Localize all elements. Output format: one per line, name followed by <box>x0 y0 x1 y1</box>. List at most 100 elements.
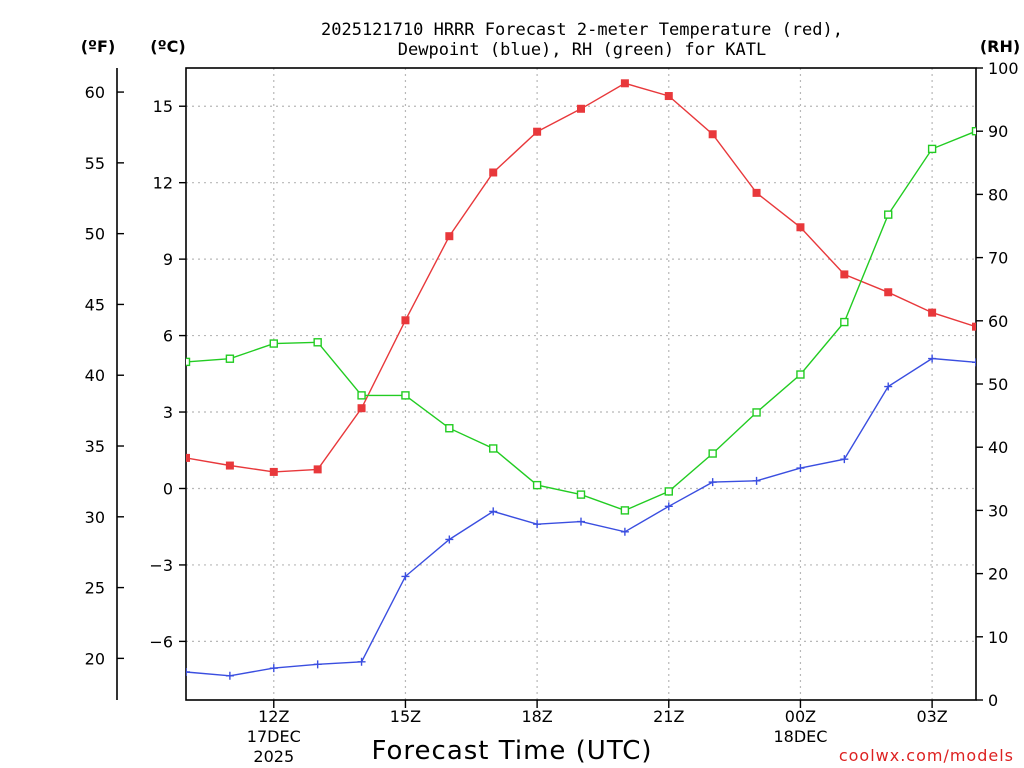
rh-tick-label: 90 <box>988 122 1008 141</box>
temperature-point <box>884 288 893 297</box>
fahrenheit-tick-label: 50 <box>85 225 105 244</box>
rh-point <box>532 480 542 490</box>
data-series <box>186 79 976 680</box>
rh-point <box>186 357 191 367</box>
rh-tick-label: 100 <box>988 59 1019 78</box>
chart-title-line2: Dewpoint (blue), RH (green) for KATL <box>398 40 766 60</box>
temperature-point <box>664 92 673 101</box>
fahrenheit-tick-label: 40 <box>85 366 105 385</box>
dewpoint-point <box>708 478 717 487</box>
celsius-tick-label: 15 <box>153 97 173 116</box>
dewpoint-point <box>225 671 234 680</box>
celsius-tick-label: −6 <box>149 632 173 651</box>
rh-tick-label: 30 <box>988 501 1008 520</box>
dewpoint-point <box>664 502 673 511</box>
rh-unit-label: (RH) <box>980 37 1020 56</box>
temperature-point <box>357 404 366 413</box>
dewpoint-point <box>840 455 849 464</box>
rh-line <box>186 130 976 512</box>
dewpoint-point <box>752 476 761 485</box>
x-tick-label: 21Z <box>653 707 684 726</box>
rh-tick-label: 50 <box>988 375 1008 394</box>
celsius-tick-label: 3 <box>163 403 173 422</box>
dewpoint-point <box>796 464 805 473</box>
series-dewpoint <box>186 354 976 680</box>
temperature-line <box>186 82 976 473</box>
rh-tick-label: 10 <box>988 628 1008 647</box>
rh-tick-label: 20 <box>988 565 1008 584</box>
fahrenheit-tick-label: 20 <box>85 649 105 668</box>
credit-text: coolwx.com/models <box>839 746 1014 765</box>
chart-title-line1: 2025121710 HRRR Forecast 2-meter Tempera… <box>321 20 843 40</box>
rh-point <box>576 490 586 499</box>
rh-point <box>884 210 893 219</box>
temperature-point <box>225 461 234 470</box>
rh-point <box>357 391 366 400</box>
series-temperature <box>186 79 976 476</box>
rh-point <box>971 126 976 136</box>
celsius-tick-label: 0 <box>163 479 173 498</box>
temperature-point <box>928 308 937 317</box>
rh-point <box>664 487 673 496</box>
temperature-point <box>186 453 190 462</box>
tick-labels: 15129630−3−66055504540353025201009080706… <box>85 59 1019 766</box>
rh-point <box>445 424 454 433</box>
dewpoint-point <box>533 520 542 529</box>
rh-point <box>620 506 630 515</box>
x-date-label: 17DEC <box>247 727 301 746</box>
temperature-point <box>796 223 805 232</box>
rh-point <box>796 370 805 379</box>
gridlines <box>186 68 976 700</box>
temperature-point <box>269 467 278 476</box>
temperature-point <box>445 232 454 241</box>
dewpoint-point <box>577 517 585 526</box>
dewpoint-point <box>186 667 190 676</box>
temperature-point <box>313 465 322 474</box>
dewpoint-point <box>972 358 976 367</box>
rh-point <box>401 391 410 400</box>
fahrenheit-tick-label: 45 <box>85 295 105 314</box>
rh-point <box>313 338 322 347</box>
dewpoint-point <box>884 382 893 391</box>
x-tick-label: 18Z <box>521 707 552 726</box>
rh-point <box>269 339 278 348</box>
fahrenheit-tick-label: 60 <box>85 83 105 102</box>
temperature-point <box>708 130 717 139</box>
rh-point <box>489 444 498 453</box>
dewpoint-point <box>269 664 278 673</box>
celsius-tick-label: 12 <box>153 174 173 193</box>
rh-point <box>840 317 849 327</box>
fahrenheit-tick-label: 55 <box>85 154 105 173</box>
rh-point <box>708 449 717 458</box>
temperature-point <box>972 322 976 331</box>
plot-frame <box>185 67 977 701</box>
celsius-tick-label: 6 <box>163 327 173 346</box>
x-axis-label: Forecast Time (UTC) <box>371 736 652 766</box>
rh-tick-label: 70 <box>988 249 1008 268</box>
dewpoint-point <box>401 572 410 581</box>
rh-point <box>927 144 937 154</box>
dewpoint-point <box>313 660 322 669</box>
x-date-label: 18DEC <box>773 727 827 746</box>
axes <box>116 67 983 708</box>
temperature-point <box>533 127 542 136</box>
fahrenheit-unit-label: (ºF) <box>81 37 116 56</box>
x-tick-label: 12Z <box>258 707 289 726</box>
temperature-point <box>840 270 849 279</box>
temperature-point <box>752 188 761 197</box>
x-tick-label: 15Z <box>390 707 421 726</box>
rh-tick-label: 60 <box>988 312 1008 331</box>
dewpoint-point <box>445 535 454 544</box>
rh-tick-label: 0 <box>988 691 998 710</box>
rh-tick-label: 80 <box>988 185 1008 204</box>
x-tick-label: 03Z <box>916 707 947 726</box>
celsius-tick-label: −3 <box>149 556 173 575</box>
fahrenheit-tick-label: 30 <box>85 508 105 527</box>
rh-tick-label: 40 <box>988 438 1008 457</box>
celsius-unit-label: (ºC) <box>150 37 185 56</box>
temperature-point <box>489 168 498 177</box>
temperature-point <box>401 316 410 325</box>
celsius-tick-label: 9 <box>163 250 173 269</box>
x-year-label: 2025 <box>253 747 294 766</box>
